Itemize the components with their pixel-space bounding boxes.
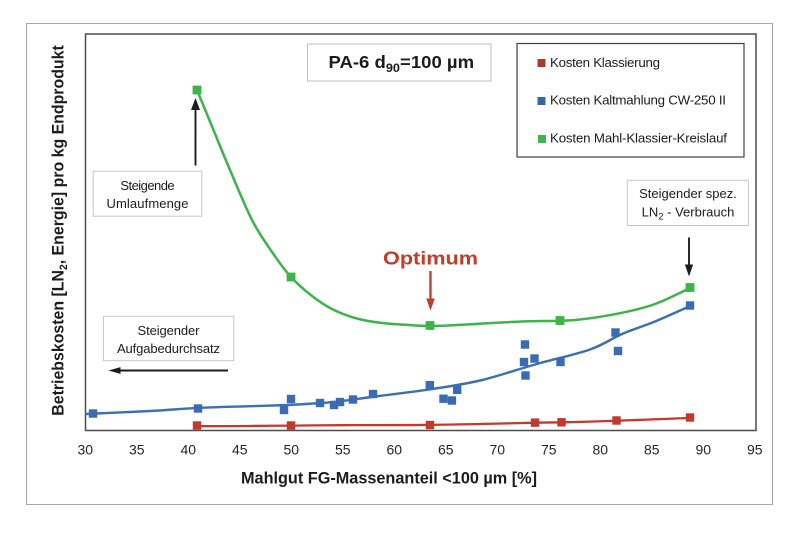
svg-text:80: 80 <box>593 442 609 458</box>
svg-text:Mahlgut FG-Massenanteil <100 µ: Mahlgut FG-Massenanteil <100 µm [%] <box>241 469 537 488</box>
svg-text:Steigender: Steigender <box>138 323 201 338</box>
svg-text:75: 75 <box>541 442 557 458</box>
svg-text:Kosten Mahl-Klassier-Kreislauf: Kosten Mahl-Klassier-Kreislauf <box>550 131 727 146</box>
svg-text:Optimum: Optimum <box>383 248 478 269</box>
svg-text:95: 95 <box>747 442 763 458</box>
svg-text:30: 30 <box>78 442 94 458</box>
svg-text:55: 55 <box>335 442 351 458</box>
svg-text:Steigende: Steigende <box>120 178 174 193</box>
svg-text:60: 60 <box>387 442 403 458</box>
svg-text:Betriebskosten [LN2, Energie]: Betriebskosten [LN2, Energie] pro kg End… <box>49 45 70 416</box>
svg-text:35: 35 <box>129 442 145 458</box>
svg-text:PA-6 d90=100 µm: PA-6 d 90=100 µm <box>329 52 475 75</box>
svg-text:65: 65 <box>438 442 454 458</box>
svg-text:70: 70 <box>490 442 506 458</box>
svg-text:LN2 - Verbrauch: LN2 - Verbrauch <box>642 205 735 223</box>
svg-text:45: 45 <box>232 442 248 458</box>
svg-text:85: 85 <box>644 442 660 458</box>
svg-text:Aufgabedurchsatz: Aufgabedurchsatz <box>117 341 220 356</box>
svg-text:90: 90 <box>696 442 712 458</box>
svg-text:40: 40 <box>181 442 197 458</box>
svg-text:Kosten Klassierung: Kosten Klassierung <box>550 55 660 70</box>
svg-text:Umlaufmenge: Umlaufmenge <box>107 196 189 211</box>
svg-text:Kosten Kaltmahlung CW-250 II: Kosten Kaltmahlung CW-250 II <box>550 92 726 107</box>
svg-text:Steigender spez.: Steigender spez. <box>639 186 737 201</box>
svg-text:50: 50 <box>284 442 300 458</box>
